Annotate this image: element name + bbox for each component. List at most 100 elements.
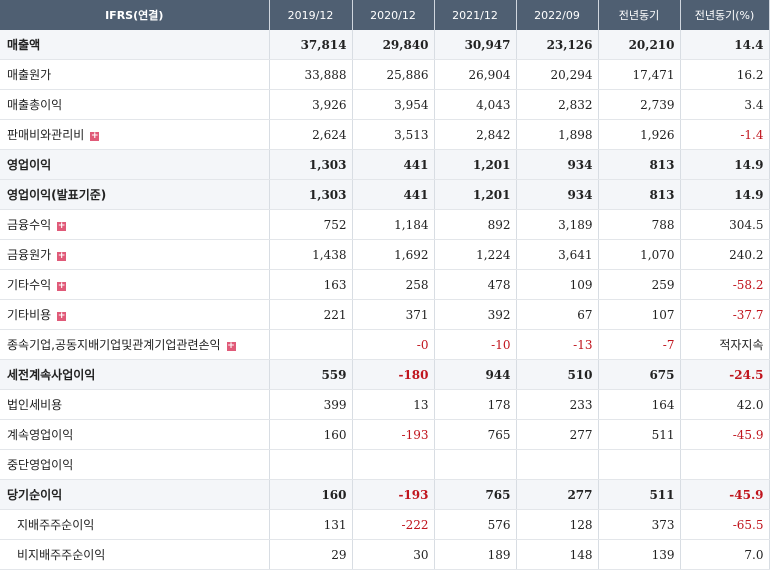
value-cell: -222: [352, 509, 435, 540]
value-cell: 233: [516, 389, 599, 420]
value-cell: 2,832: [516, 89, 599, 120]
value-cell: 1,898: [516, 119, 599, 150]
plus-icon[interactable]: +: [57, 221, 67, 231]
value-cell: [352, 449, 435, 480]
row-label[interactable]: 기타비용 +: [0, 299, 270, 330]
value-cell: -65.5: [680, 509, 770, 540]
row-label-text: 중단영업이익: [7, 458, 74, 472]
value-cell: 2,842: [434, 119, 517, 150]
plus-icon[interactable]: +: [57, 311, 67, 321]
row-label: 세전계속사업이익: [0, 359, 270, 390]
value-cell: 892: [434, 209, 517, 240]
value-cell: 30: [352, 539, 435, 570]
value-cell: [269, 449, 353, 480]
value-cell: 1,692: [352, 239, 435, 270]
value-cell: 7.0: [680, 539, 770, 570]
row-label-text: 세전계속사업이익: [7, 368, 96, 382]
value-cell: 20,294: [516, 59, 599, 90]
table-row: 금융원가 +1,438 1,692 1,224 3,641 1,070 240.2: [0, 239, 770, 270]
value-cell: 813: [598, 149, 681, 180]
value-cell: 적자지속: [680, 329, 770, 360]
table-row: 매출총이익 3,926 3,954 4,043 2,832 2,739 3.4: [0, 89, 770, 120]
value-cell: -13: [516, 329, 599, 360]
header-col: 2022/09: [516, 0, 599, 30]
value-cell: 14.9: [680, 149, 770, 180]
value-cell: [680, 449, 770, 480]
value-cell: 17,471: [598, 59, 681, 90]
header-col: 전년동기: [598, 0, 681, 30]
value-cell: 1,303: [269, 179, 353, 210]
value-cell: 944: [434, 359, 517, 390]
value-cell: 240.2: [680, 239, 770, 270]
value-cell: 392: [434, 299, 517, 330]
row-label: 매출원가: [0, 59, 270, 90]
plus-icon[interactable]: +: [57, 281, 67, 291]
row-label: 지배주주순이익: [0, 509, 270, 540]
value-cell: [434, 449, 517, 480]
value-cell: 26,904: [434, 59, 517, 90]
row-label[interactable]: 판매비와관리비 +: [0, 119, 270, 150]
value-cell: 67: [516, 299, 599, 330]
value-cell: 277: [516, 419, 599, 450]
row-label: 중단영업이익: [0, 449, 270, 480]
value-cell: 25,886: [352, 59, 435, 90]
value-cell: 20,210: [598, 30, 681, 60]
row-label-text: 매출원가: [7, 68, 52, 82]
plus-icon[interactable]: +: [226, 341, 236, 351]
table-row: 당기순이익 160 -193 765 277 511 -45.9: [0, 479, 770, 510]
value-cell: 934: [516, 179, 599, 210]
value-cell: 1,303: [269, 149, 353, 180]
value-cell: -180: [352, 359, 435, 390]
row-label: 당기순이익: [0, 479, 270, 510]
value-cell: 23,126: [516, 30, 599, 60]
row-label-text: 기타비용: [7, 308, 52, 322]
value-cell: -58.2: [680, 269, 770, 300]
value-cell: 399: [269, 389, 353, 420]
value-cell: 30,947: [434, 30, 517, 60]
table-row: 지배주주순이익 131 -222 576 128 373 -65.5: [0, 509, 770, 540]
row-label: 계속영업이익: [0, 419, 270, 450]
value-cell: 934: [516, 149, 599, 180]
plus-icon[interactable]: +: [57, 251, 67, 261]
value-cell: 13: [352, 389, 435, 420]
value-cell: -1.4: [680, 119, 770, 150]
header-item: IFRS(연결): [0, 0, 270, 30]
value-cell: 131: [269, 509, 353, 540]
value-cell: 33,888: [269, 59, 353, 90]
value-cell: 14.9: [680, 179, 770, 210]
row-label-text: 판매비와관리비: [7, 128, 85, 142]
value-cell: 109: [516, 269, 599, 300]
row-label[interactable]: 금융원가 +: [0, 239, 270, 270]
value-cell: 3,926: [269, 89, 353, 120]
table-row: 세전계속사업이익 559 -180 944 510 675 -24.5: [0, 359, 770, 390]
value-cell: 478: [434, 269, 517, 300]
row-label[interactable]: 금융수익 +: [0, 209, 270, 240]
value-cell: 37,814: [269, 30, 353, 60]
row-label[interactable]: 종속기업,공동지배기업및관계기업관련손익 +: [0, 329, 270, 360]
value-cell: 441: [352, 179, 435, 210]
value-cell: 29: [269, 539, 353, 570]
value-cell: 178: [434, 389, 517, 420]
value-cell: 1,438: [269, 239, 353, 270]
value-cell: 221: [269, 299, 353, 330]
plus-icon[interactable]: +: [90, 131, 100, 141]
row-label-text: 금융수익: [7, 218, 52, 232]
value-cell: 107: [598, 299, 681, 330]
value-cell: 765: [434, 479, 517, 510]
table-row: 기타수익 +163 258 478 109 259 -58.2: [0, 269, 770, 300]
row-label[interactable]: 기타수익 +: [0, 269, 270, 300]
value-cell: 813: [598, 179, 681, 210]
value-cell: 1,070: [598, 239, 681, 270]
table-row: 법인세비용 399 13 178 233 164 42.0: [0, 389, 770, 420]
value-cell: 14.4: [680, 30, 770, 60]
value-cell: 128: [516, 509, 599, 540]
header-col: 2019/12: [269, 0, 353, 30]
value-cell: 752: [269, 209, 353, 240]
value-cell: -10: [434, 329, 517, 360]
table-row: 영업이익 1,303 441 1,201 934 813 14.9: [0, 149, 770, 180]
table-row: 종속기업,공동지배기업및관계기업관련손익 + -0 -10 -13 -7 적자지속: [0, 329, 770, 360]
value-cell: 3.4: [680, 89, 770, 120]
value-cell: -37.7: [680, 299, 770, 330]
value-cell: 148: [516, 539, 599, 570]
